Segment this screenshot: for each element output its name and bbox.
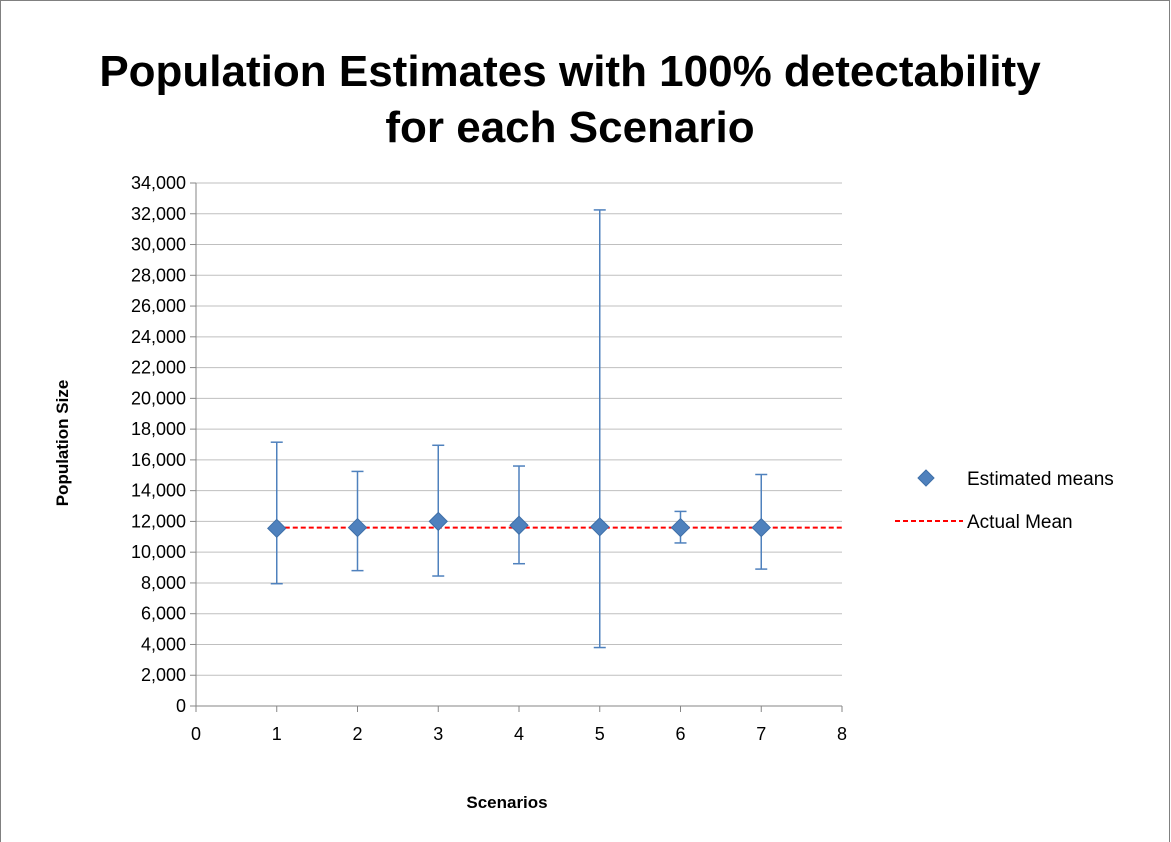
x-tick-label: 0 — [191, 724, 201, 744]
estimated-mean-point — [670, 517, 691, 538]
y-tick-label: 22,000 — [131, 358, 186, 378]
estimated-mean-point — [347, 517, 368, 538]
chart-title-line1: Population Estimates with 100% detectabi… — [99, 47, 1041, 96]
y-tick-label: 26,000 — [131, 296, 186, 316]
estimated-mean-point — [509, 515, 529, 535]
y-tick-label: 14,000 — [131, 481, 186, 501]
legend-marker-estimated-means — [917, 469, 935, 487]
y-tick-label: 28,000 — [131, 265, 186, 285]
estimated-mean-point — [590, 517, 610, 537]
y-tick-label: 10,000 — [131, 542, 186, 562]
y-tick-label: 32,000 — [131, 204, 186, 224]
error-bars — [270, 209, 768, 649]
y-tick-label: 6,000 — [141, 604, 186, 624]
y-tick-label: 4,000 — [141, 634, 186, 654]
x-tick-labels: 0 1 2 3 4 5 6 7 8 — [191, 724, 847, 744]
y-tick-label: 16,000 — [131, 450, 186, 470]
x-tick-label: 7 — [756, 724, 766, 744]
gridlines — [196, 182, 842, 676]
x-tick-label: 8 — [837, 724, 847, 744]
x-tick-label: 3 — [433, 724, 443, 744]
axes — [190, 182, 843, 712]
estimated-mean-point — [267, 518, 287, 539]
y-tick-label: 20,000 — [131, 388, 186, 408]
x-tick-label: 4 — [514, 724, 524, 744]
y-tick-label: 12,000 — [131, 511, 186, 531]
legend: Estimated means Actual Mean — [895, 469, 1114, 533]
legend-label-estimated-means: Estimated means — [967, 469, 1114, 490]
x-axis-title: Scenarios — [466, 793, 547, 812]
y-tick-label: 8,000 — [141, 573, 186, 593]
y-tick-label: 0 — [176, 696, 186, 716]
x-tick-label: 6 — [675, 724, 685, 744]
x-tick-label: 5 — [595, 724, 605, 744]
legend-label-actual-mean: Actual Mean — [967, 512, 1073, 533]
x-tick-label: 1 — [272, 724, 282, 744]
y-tick-label: 30,000 — [131, 235, 186, 255]
estimated-mean-points — [267, 511, 771, 539]
estimated-mean-point — [751, 517, 771, 538]
y-tick-label: 18,000 — [131, 419, 186, 439]
y-axis-title: Population Size — [53, 380, 72, 507]
chart-title-line2: for each Scenario — [385, 103, 754, 152]
y-tick-label: 2,000 — [141, 665, 186, 685]
y-tick-label: 24,000 — [131, 327, 186, 347]
x-tick-label: 2 — [352, 724, 362, 744]
y-tick-labels: 0 2,000 4,000 6,000 8,000 10,000 12,000 14,000 1… — [131, 173, 186, 716]
y-tick-label: 34,000 — [131, 173, 186, 193]
estimated-mean-point — [428, 511, 448, 532]
